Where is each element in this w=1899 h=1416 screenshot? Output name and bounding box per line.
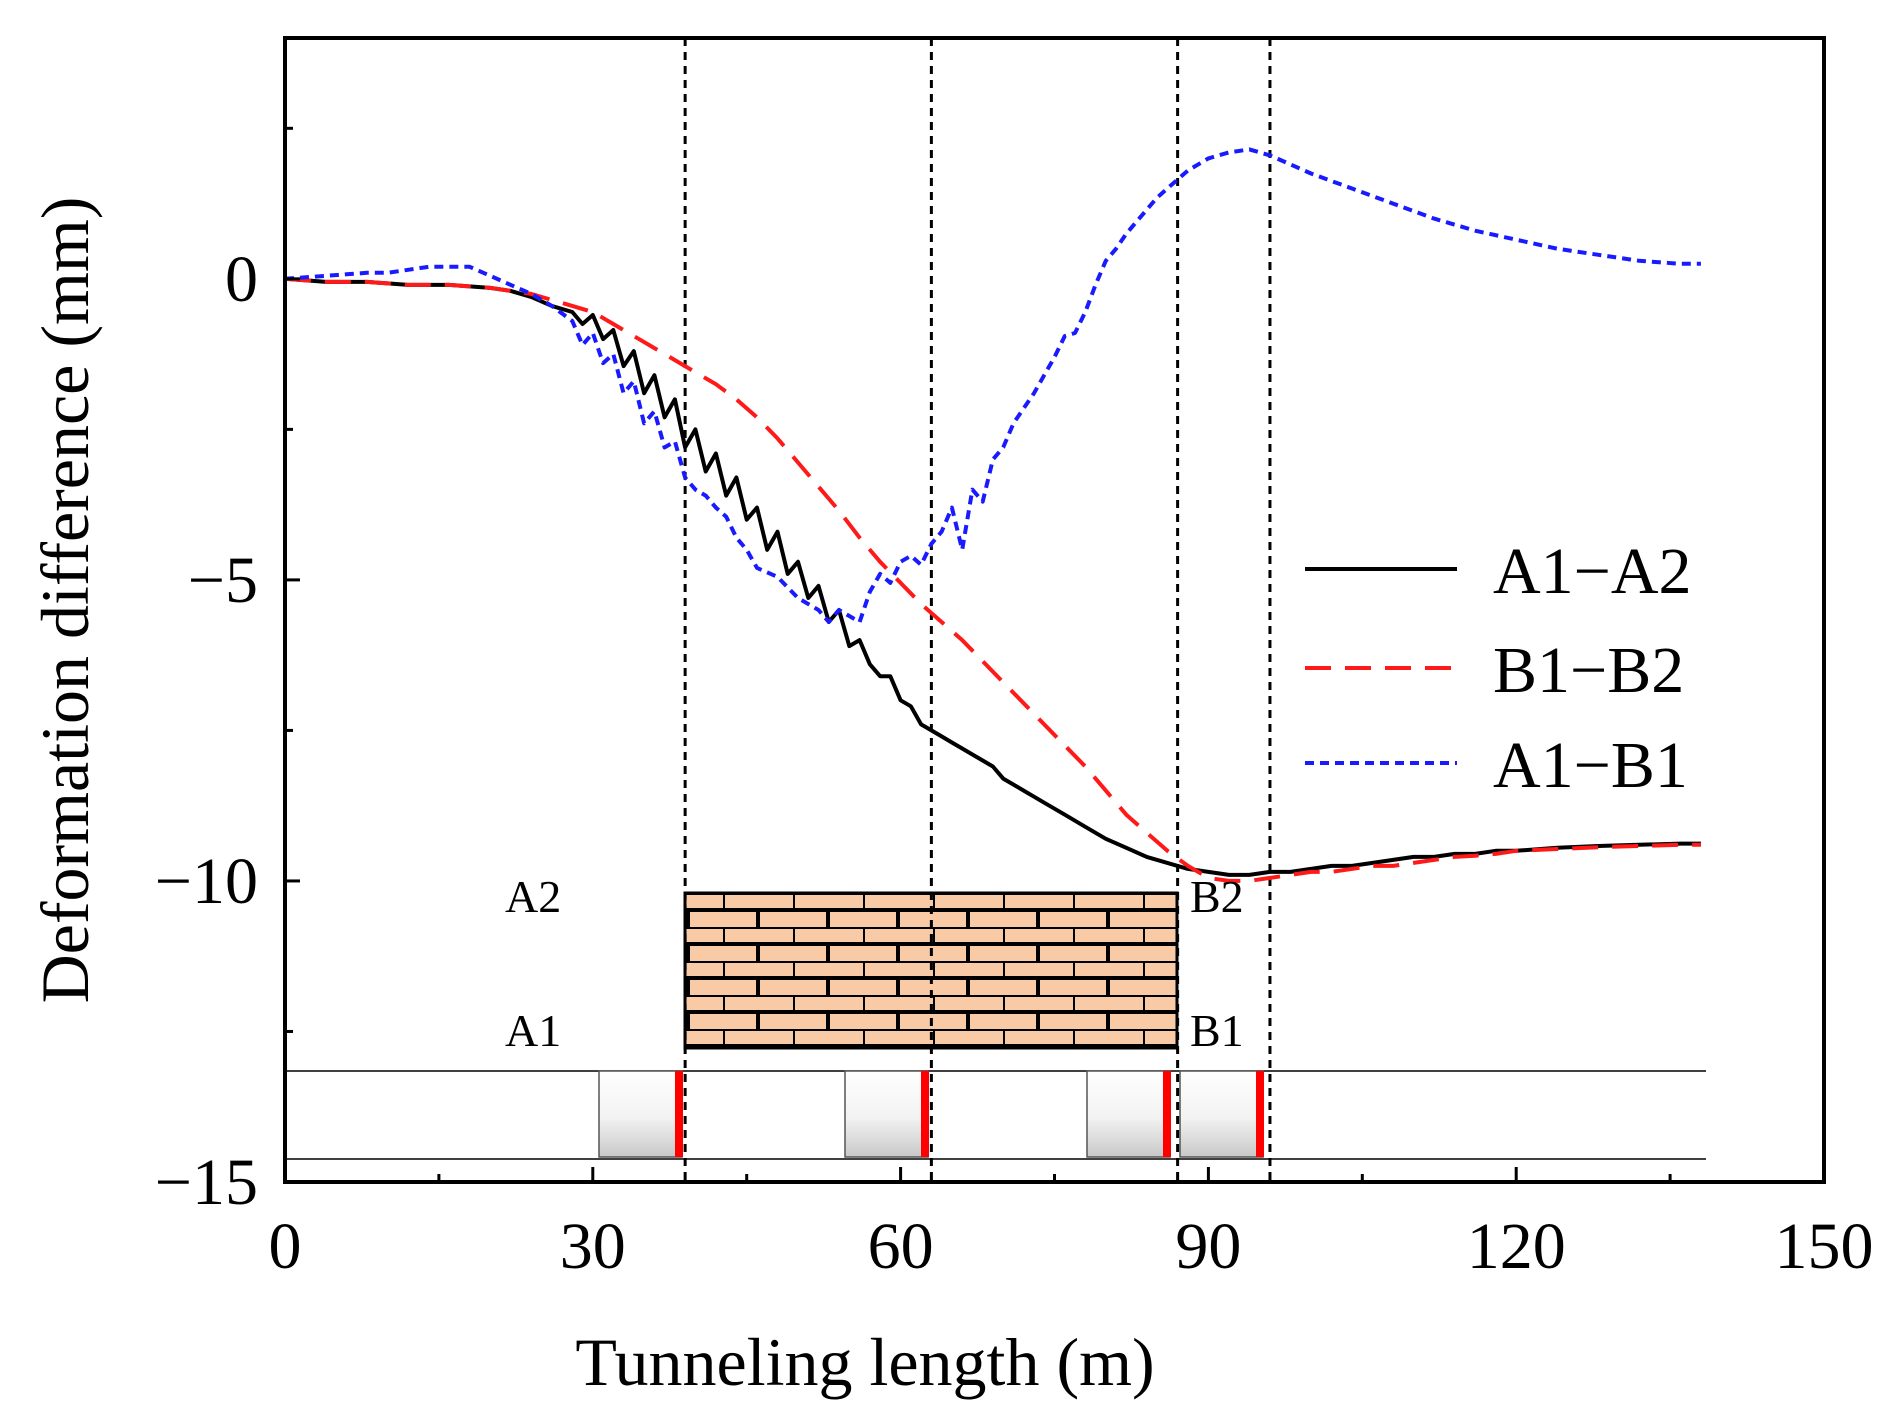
shield-machine: [844, 1070, 929, 1158]
cutter-face: [1163, 1071, 1171, 1157]
shield-body: [1086, 1070, 1171, 1158]
legend-item: A1−A2: [1305, 535, 1692, 608]
legend-item: B1−B2: [1305, 634, 1684, 707]
shield-machine: [598, 1070, 683, 1158]
series-layer: [284, 147, 1701, 883]
series-line: [284, 147, 1701, 624]
tick-marks: [283, 126, 1826, 1184]
y-tick-label: 0: [225, 243, 258, 316]
shield-body: [598, 1070, 683, 1158]
y-tick-label: −15: [155, 1146, 258, 1219]
shield-body: [844, 1070, 929, 1158]
shield-machine: [1179, 1070, 1264, 1158]
tunnel-schematic: [285, 891, 1706, 1160]
x-tick-label: 30: [560, 1210, 626, 1283]
cutter-face: [1256, 1071, 1264, 1157]
shield-body: [1179, 1070, 1264, 1158]
point-label-b2: B2: [1190, 871, 1244, 922]
y-tick-label: −10: [155, 845, 258, 918]
cutter-face: [675, 1071, 683, 1157]
legend-item: A1−B1: [1305, 729, 1688, 802]
x-axis-title: Tunneling length (m): [575, 1324, 1154, 1400]
x-tick-label: 90: [1175, 1210, 1241, 1283]
legend-label: A1−A2: [1493, 535, 1692, 608]
x-tick-label: 60: [868, 1210, 934, 1283]
legend-label: B1−B2: [1493, 634, 1684, 707]
y-axis-title: Deformation difference (mm): [27, 197, 103, 1004]
x-tick-label: 150: [1775, 1210, 1874, 1283]
x-tick-label: 120: [1467, 1210, 1566, 1283]
series-line: [284, 276, 1701, 883]
cutter-face: [921, 1071, 929, 1157]
series-line: [284, 276, 1701, 877]
legend-label: A1−B1: [1493, 729, 1688, 802]
legend: A1−A2 B1−B2 A1−B1: [1305, 535, 1692, 802]
reference-lines: [683, 38, 1272, 1182]
point-label-a1: A1: [505, 1005, 561, 1056]
shield-machine: [1086, 1070, 1171, 1158]
point-label-b1: B1: [1190, 1005, 1244, 1056]
point-label-a2: A2: [505, 871, 561, 922]
x-tick-label: 0: [269, 1210, 302, 1283]
y-tick-label: −5: [188, 544, 258, 617]
